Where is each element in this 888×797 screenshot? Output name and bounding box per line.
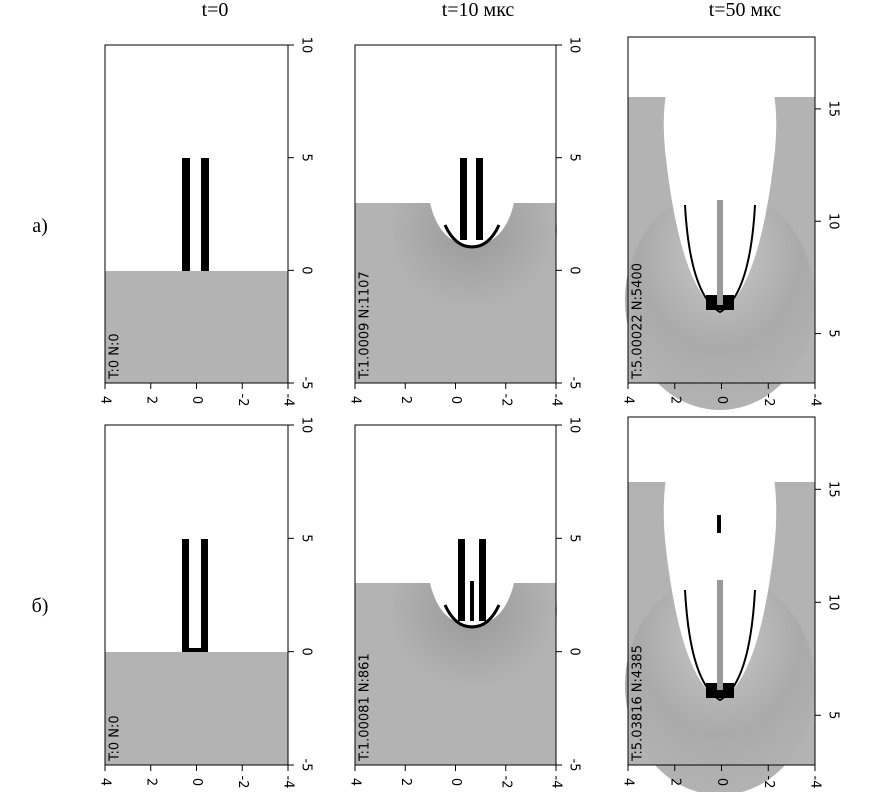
panel-label: T:1.00081 N:861 — [358, 653, 373, 762]
x-tick-label: -2 — [761, 394, 776, 407]
x-tick-label: -4 — [808, 776, 823, 789]
row-label: б) — [32, 595, 49, 617]
panel-label: T:0 N:0 — [108, 715, 123, 762]
x-tick-label: 2 — [398, 396, 413, 404]
x-tick-label: -2 — [235, 776, 250, 789]
x-tick-label: 4 — [98, 778, 113, 786]
y-tick-label: 15 — [826, 481, 841, 498]
panel-label: T:5.03816 N:4385 — [631, 645, 646, 762]
y-tick-label: 10 — [826, 213, 841, 230]
y-tick-label: 15 — [826, 101, 841, 118]
x-tick-label: 0 — [189, 778, 204, 786]
x-tick-label: 0 — [189, 396, 204, 404]
panel-label: T:5.00022 N:5400 — [631, 263, 646, 380]
x-tick-label: 2 — [398, 778, 413, 786]
y-tick-label: -5 — [299, 759, 314, 772]
y-tick-label: 0 — [567, 648, 582, 656]
y-tick-label: 5 — [826, 329, 841, 337]
x-tick-label: -2 — [498, 394, 513, 407]
y-tick-label: 10 — [299, 37, 314, 54]
y-tick-label: 5 — [299, 534, 314, 542]
y-tick-label: 5 — [567, 534, 582, 542]
y-tick-label: 10 — [567, 417, 582, 434]
y-tick-label: -5 — [567, 377, 582, 390]
panel-label: T:1.0009 N:1107 — [358, 271, 373, 380]
x-tick-label: 0 — [448, 778, 463, 786]
column-header: t=50 мкс — [709, 0, 782, 21]
x-tick-label: 4 — [621, 396, 636, 404]
column-header: t=0 — [202, 0, 229, 21]
x-tick-label: -4 — [281, 394, 296, 407]
y-tick-label: 10 — [299, 417, 314, 434]
simulation-image — [625, 417, 815, 795]
x-tick-label: -2 — [498, 776, 513, 789]
y-tick-label: 5 — [826, 711, 841, 719]
x-tick-label: 0 — [448, 396, 463, 404]
y-tick-label: 0 — [567, 266, 582, 274]
x-tick-label: 2 — [143, 396, 158, 404]
x-tick-label: 4 — [348, 396, 363, 404]
simulation-image — [625, 37, 815, 410]
x-tick-label: 2 — [667, 778, 682, 786]
x-tick-label: 2 — [143, 778, 158, 786]
x-tick-label: 0 — [714, 396, 729, 404]
simulation-image — [355, 425, 557, 765]
y-tick-label: -5 — [567, 759, 582, 772]
simulation-image — [105, 539, 288, 765]
y-tick-label: 5 — [567, 154, 582, 162]
x-tick-label: -2 — [235, 394, 250, 407]
x-tick-label: -4 — [549, 394, 564, 407]
x-tick-label: 4 — [621, 778, 636, 786]
x-tick-label: -4 — [281, 776, 296, 789]
x-tick-label: 2 — [667, 396, 682, 404]
x-tick-label: -4 — [808, 394, 823, 407]
panel-label: T:0 N:0 — [108, 333, 123, 380]
x-tick-label: -2 — [761, 776, 776, 789]
y-tick-label: 10 — [826, 594, 841, 611]
simulation-image — [355, 45, 557, 383]
simulation-image — [105, 158, 288, 383]
y-tick-label: 0 — [299, 266, 314, 274]
y-tick-label: 5 — [299, 154, 314, 162]
y-tick-label: 10 — [567, 37, 582, 54]
column-header: t=10 мкс — [442, 0, 515, 21]
y-tick-label: 0 — [299, 648, 314, 656]
y-tick-label: -5 — [299, 377, 314, 390]
x-tick-label: 0 — [714, 778, 729, 786]
row-label: а) — [32, 215, 48, 237]
x-tick-label: 4 — [98, 396, 113, 404]
x-tick-label: -4 — [549, 776, 564, 789]
x-tick-label: 4 — [348, 778, 363, 786]
